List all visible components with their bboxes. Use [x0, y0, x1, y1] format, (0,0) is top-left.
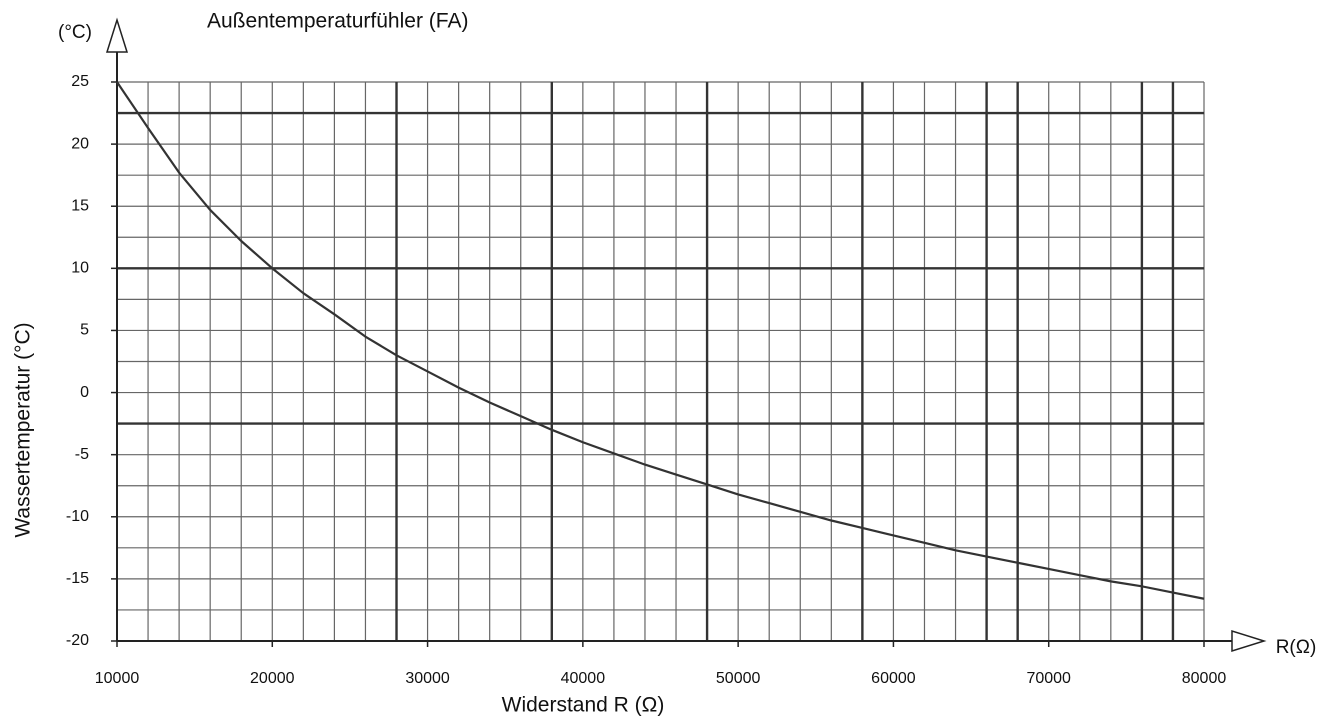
x-tick-label: 50000 — [716, 670, 761, 687]
y-tick-label: 10 — [71, 260, 89, 277]
x-tick-label: 70000 — [1026, 670, 1071, 687]
x-tick-label: 80000 — [1182, 670, 1227, 687]
y-tick-label: 15 — [71, 197, 89, 214]
y-tick-label: -5 — [75, 446, 89, 463]
y-unit-label: (°C) — [58, 22, 92, 43]
x-tick-label: 60000 — [871, 670, 916, 687]
y-axis-label: Wassertemperatur (°C) — [12, 322, 35, 537]
y-tick-label: 0 — [80, 384, 89, 401]
x-unit-label: R(Ω) — [1276, 637, 1317, 658]
x-axis-label: Widerstand R (Ω) — [502, 694, 665, 717]
x-tick-label: 10000 — [95, 670, 140, 687]
y-tick-label: 5 — [80, 322, 89, 339]
y-tick-label: -10 — [66, 508, 89, 525]
y-axis-arrow — [105, 17, 129, 53]
x-tick-label: 40000 — [561, 670, 606, 687]
chart-title: Außentemperaturfühler (FA) — [207, 10, 468, 33]
y-tick-label: 25 — [71, 73, 89, 90]
x-axis-arrow — [1231, 629, 1267, 653]
curve — [116, 81, 1205, 600]
y-tick-label: -15 — [66, 570, 89, 587]
y-tick-label: -20 — [66, 632, 89, 649]
y-tick-label: 20 — [71, 135, 89, 152]
x-tick-label: 20000 — [250, 670, 295, 687]
grid — [117, 81, 1205, 641]
x-tick-label: 30000 — [405, 670, 450, 687]
